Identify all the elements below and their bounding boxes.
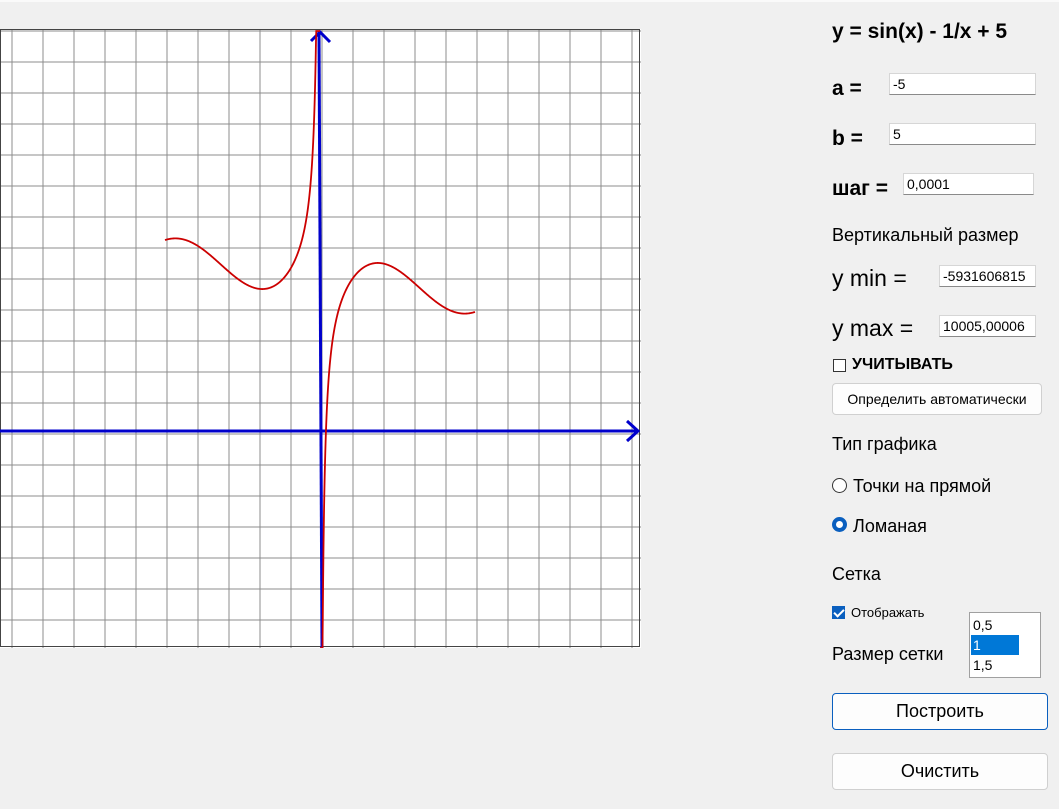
window-top-edge bbox=[0, 0, 1059, 2]
auto-detect-button[interactable]: Определить автоматически bbox=[832, 383, 1042, 415]
polyline-radio[interactable] bbox=[832, 517, 847, 532]
grid-size-option-selected[interactable]: 1 bbox=[971, 635, 1019, 655]
grid-size-label: Размер сетки bbox=[832, 644, 944, 664]
ymin-label: y min = bbox=[832, 265, 907, 291]
plot-border bbox=[0, 29, 640, 647]
consider-label: УЧИТЫВАТЬ bbox=[852, 356, 953, 373]
a-input[interactable]: -5 bbox=[889, 73, 1036, 95]
curve-branch-negative bbox=[164, 30, 320, 290]
grid-title: Сетка bbox=[832, 564, 881, 584]
polyline-radio-label: Ломаная bbox=[853, 516, 927, 536]
points-radio-label: Точки на прямой bbox=[853, 476, 992, 496]
ymax-input[interactable]: 10005,00006 bbox=[939, 315, 1036, 337]
grid-size-option[interactable]: 1,5 bbox=[973, 657, 993, 673]
grid-size-listbox[interactable]: 0,5 1 1,5 bbox=[969, 612, 1041, 678]
y-axis bbox=[309, 29, 332, 648]
y-axis-arrow bbox=[309, 29, 332, 44]
ymax-label: y max = bbox=[832, 315, 914, 341]
ymin-input[interactable]: -5931606815 bbox=[939, 265, 1036, 287]
show-grid-label: Отображать bbox=[851, 605, 925, 620]
build-button[interactable]: Построить bbox=[832, 693, 1048, 730]
graph-type-title: Тип графика bbox=[832, 434, 937, 454]
x-axis-arrow bbox=[625, 419, 641, 443]
a-label: a = bbox=[832, 77, 862, 100]
b-input[interactable]: 5 bbox=[889, 123, 1036, 145]
function-plot bbox=[0, 29, 641, 648]
step-label: шаг = bbox=[832, 177, 889, 200]
function-formula: y = sin(x) - 1/x + 5 bbox=[832, 20, 1008, 43]
b-label: b = bbox=[832, 127, 863, 150]
consider-checkbox[interactable] bbox=[833, 359, 846, 372]
points-radio[interactable] bbox=[832, 478, 847, 493]
x-axis bbox=[0, 419, 641, 443]
grid-size-option[interactable]: 0,5 bbox=[973, 617, 993, 633]
vertical-size-title: Вертикальный размер bbox=[832, 225, 1019, 245]
clear-button[interactable]: Очистить bbox=[832, 753, 1048, 790]
step-input[interactable]: 0,0001 bbox=[903, 173, 1034, 195]
show-grid-checkbox[interactable] bbox=[832, 606, 845, 619]
curve-branch-positive bbox=[320, 262, 476, 648]
